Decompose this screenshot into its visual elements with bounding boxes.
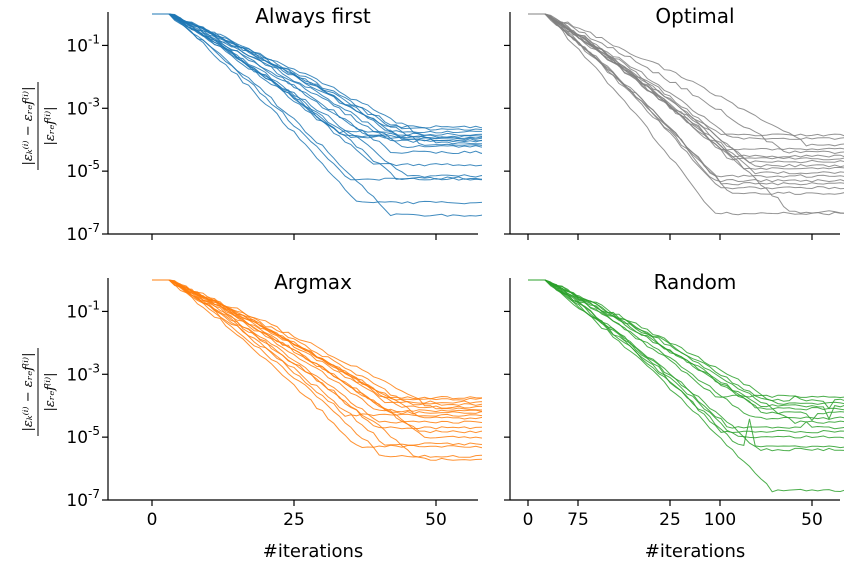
x-tick-label: 100 (704, 510, 736, 530)
series-line (152, 279, 482, 417)
series-line (152, 279, 482, 430)
y-tick-label: 10-5 (66, 158, 100, 182)
series-group (152, 279, 482, 461)
x-tick-label: 50 (425, 510, 447, 530)
series-line (152, 279, 482, 439)
panel-title: Random (654, 270, 737, 294)
series-line (528, 279, 844, 410)
series-line (528, 279, 844, 439)
series-line (152, 13, 482, 155)
y-tick-label: 10-1 (66, 298, 100, 322)
series-line (528, 13, 844, 216)
x-axis-label: #iterations (645, 541, 746, 562)
series-line (152, 279, 482, 420)
y-tick-label: 10-1 (66, 32, 100, 56)
panel-title: Optimal (655, 4, 734, 28)
x-tick-label: 50 (801, 510, 823, 530)
series-line (152, 279, 482, 449)
y-label-numerator: |εₖ⁽ⁱ⁾ − εᵣₑf⁽ⁱ⁾| (21, 87, 36, 166)
x-tick-label: 0 (147, 510, 158, 530)
x-tick-label: 25 (659, 510, 681, 530)
series-line (152, 279, 482, 406)
series-line (528, 13, 844, 168)
series-line (528, 13, 844, 195)
y-tick-label: 10-3 (66, 361, 100, 385)
panel-0: Always first 10-1 10-3 10-5 10-7 |εₖ⁽ⁱ⁾ − εᵣₑ… (21, 4, 721, 245)
series-line (152, 13, 482, 142)
y-label-denominator: |εᵣₑf⁽ⁱ⁾| (43, 106, 58, 145)
series-line (152, 279, 482, 404)
y-tick-label: 10-5 (66, 424, 100, 448)
series-line (152, 13, 482, 139)
panel-2: Argmax 0 25 50 75 100 10-1 10-3 10-5 10-7 #iterati… (21, 270, 736, 562)
series-line (152, 13, 482, 143)
series-line (528, 13, 844, 214)
series-line (528, 13, 844, 175)
series-line (528, 279, 844, 424)
series-line (152, 279, 482, 446)
series-line (152, 13, 482, 134)
series-line (528, 13, 844, 161)
series-line (152, 13, 482, 205)
series-line (528, 279, 844, 399)
series-line (528, 13, 844, 147)
panel-1: Optimal (504, 4, 844, 240)
series-line (152, 13, 482, 167)
series-line (152, 279, 482, 434)
series-line (152, 279, 482, 413)
y-label-denominator: |εᵣₑf⁽ⁱ⁾| (43, 372, 58, 411)
series-line (528, 13, 844, 170)
y-tick-label: 10-7 (66, 487, 100, 511)
series-line (152, 13, 482, 141)
x-tick-label: 0 (523, 510, 534, 530)
series-line (528, 13, 844, 137)
series-line (152, 279, 482, 411)
series-line (528, 13, 844, 190)
series-line (528, 279, 844, 449)
y-axis-label: |εₖ⁽ⁱ⁾ − εᵣₑf⁽ⁱ⁾| |εᵣₑf⁽ⁱ⁾| (21, 348, 58, 436)
x-axis-label: #iterations (263, 541, 364, 562)
series-line (528, 279, 844, 452)
x-tick-label: 75 (567, 510, 589, 530)
panel-3: Random 0 25 50 75 100 #iterations (504, 270, 844, 562)
series-line (152, 13, 482, 217)
series-line (152, 13, 482, 149)
series-group (528, 279, 844, 493)
y-label-numerator: |εₖ⁽ⁱ⁾ − εᵣₑf⁽ⁱ⁾| (21, 353, 36, 432)
y-tick-label: 10-3 (66, 95, 100, 119)
panel-title: Always first (255, 4, 371, 28)
series-line (152, 279, 482, 415)
series-group (152, 13, 482, 217)
series-group (528, 13, 844, 216)
series-line (152, 13, 482, 146)
series-line (152, 13, 482, 181)
series-line (152, 279, 482, 461)
series-line (528, 279, 844, 411)
y-axis-label: |εₖ⁽ⁱ⁾ − εᵣₑf⁽ⁱ⁾| |εᵣₑf⁽ⁱ⁾| (21, 82, 58, 170)
series-line (152, 279, 482, 458)
series-line (528, 13, 844, 158)
x-tick-label: 25 (283, 510, 305, 530)
series-line (528, 13, 844, 186)
series-line (528, 13, 844, 140)
series-line (152, 279, 482, 409)
series-line (528, 279, 844, 420)
series-line (152, 13, 482, 178)
series-line (528, 279, 844, 405)
series-line (528, 279, 844, 422)
series-line (152, 13, 482, 136)
y-tick-label: 10-7 (66, 221, 100, 245)
series-line (152, 13, 482, 145)
series-line (528, 13, 844, 178)
panel-title: Argmax (274, 270, 352, 294)
series-line (528, 279, 844, 493)
series-line (528, 279, 844, 430)
series-line (152, 13, 482, 180)
series-line (528, 13, 844, 155)
